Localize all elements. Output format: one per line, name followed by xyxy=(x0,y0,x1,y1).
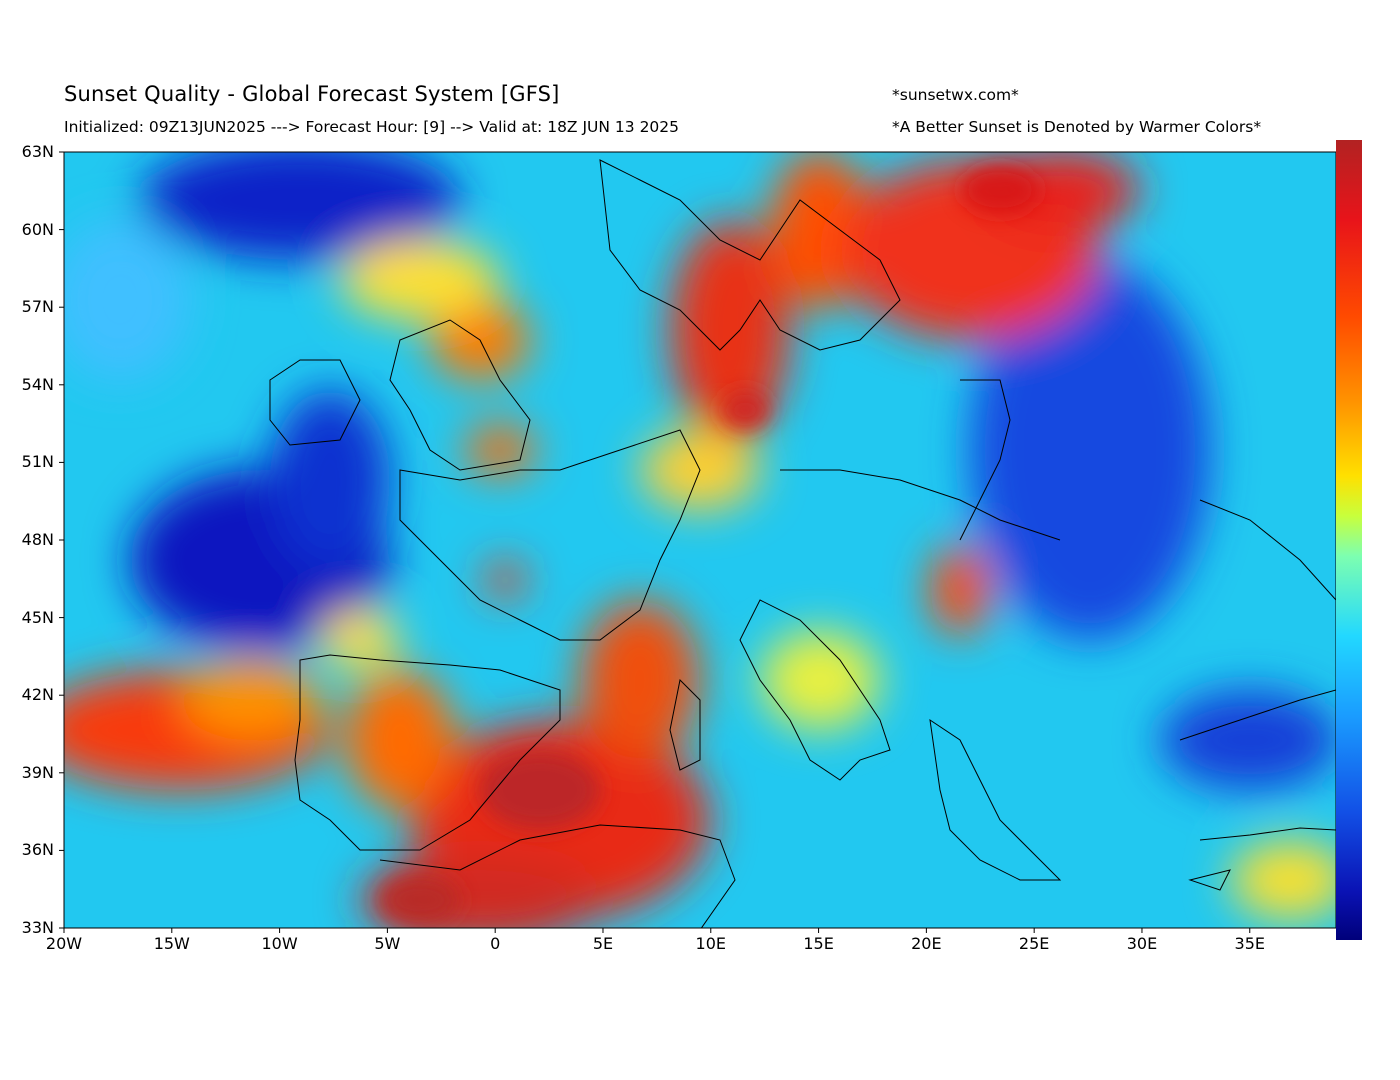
colorbar xyxy=(1336,140,1362,940)
lat-tick-label: 33N xyxy=(21,918,54,937)
lat-tick-label: 48N xyxy=(21,530,54,549)
lon-tick-label: 35E xyxy=(1234,934,1265,953)
lon-tick-label: 10W xyxy=(261,934,298,953)
lon-tick-label: 30E xyxy=(1126,934,1158,953)
site-credit: *sunsetwx.com* xyxy=(892,86,1019,104)
lon-tick-label: 20E xyxy=(911,934,942,953)
map-subtitle: Initialized: 09Z13JUN2025 ---> Forecast … xyxy=(64,118,680,136)
lon-tick-label: 5E xyxy=(592,934,614,953)
lon-tick-label: 15W xyxy=(153,934,190,953)
lat-tick-label: 51N xyxy=(21,452,54,472)
color-note: *A Better Sunset is Denoted by Warmer Co… xyxy=(892,118,1262,136)
lat-tick-label: 39N xyxy=(21,762,54,782)
lon-tick-label: 25E xyxy=(1018,934,1050,953)
lat-tick-label: 54N xyxy=(21,374,54,394)
lon-tick-label: 15E xyxy=(803,934,834,953)
lat-tick-label: 36N xyxy=(21,840,54,860)
lon-tick-label: 10E xyxy=(695,934,726,953)
lat-tick-label: 57N xyxy=(21,297,54,317)
lat-tick-label: 42N xyxy=(21,685,54,705)
lat-tick-label: 45N xyxy=(21,607,54,627)
lon-tick-label: 5W xyxy=(374,934,401,953)
lat-tick-label: 63N xyxy=(21,142,54,161)
lon-tick-label: 0 xyxy=(490,934,501,953)
lat-tick-label: 60N xyxy=(21,219,54,239)
axis-ticks xyxy=(59,151,1251,933)
map-title: Sunset Quality - Global Forecast System … xyxy=(64,82,560,106)
lon-tick-label: 20W xyxy=(45,934,83,953)
coastlines xyxy=(269,159,1336,928)
sunset-quality-field xyxy=(64,152,1336,928)
